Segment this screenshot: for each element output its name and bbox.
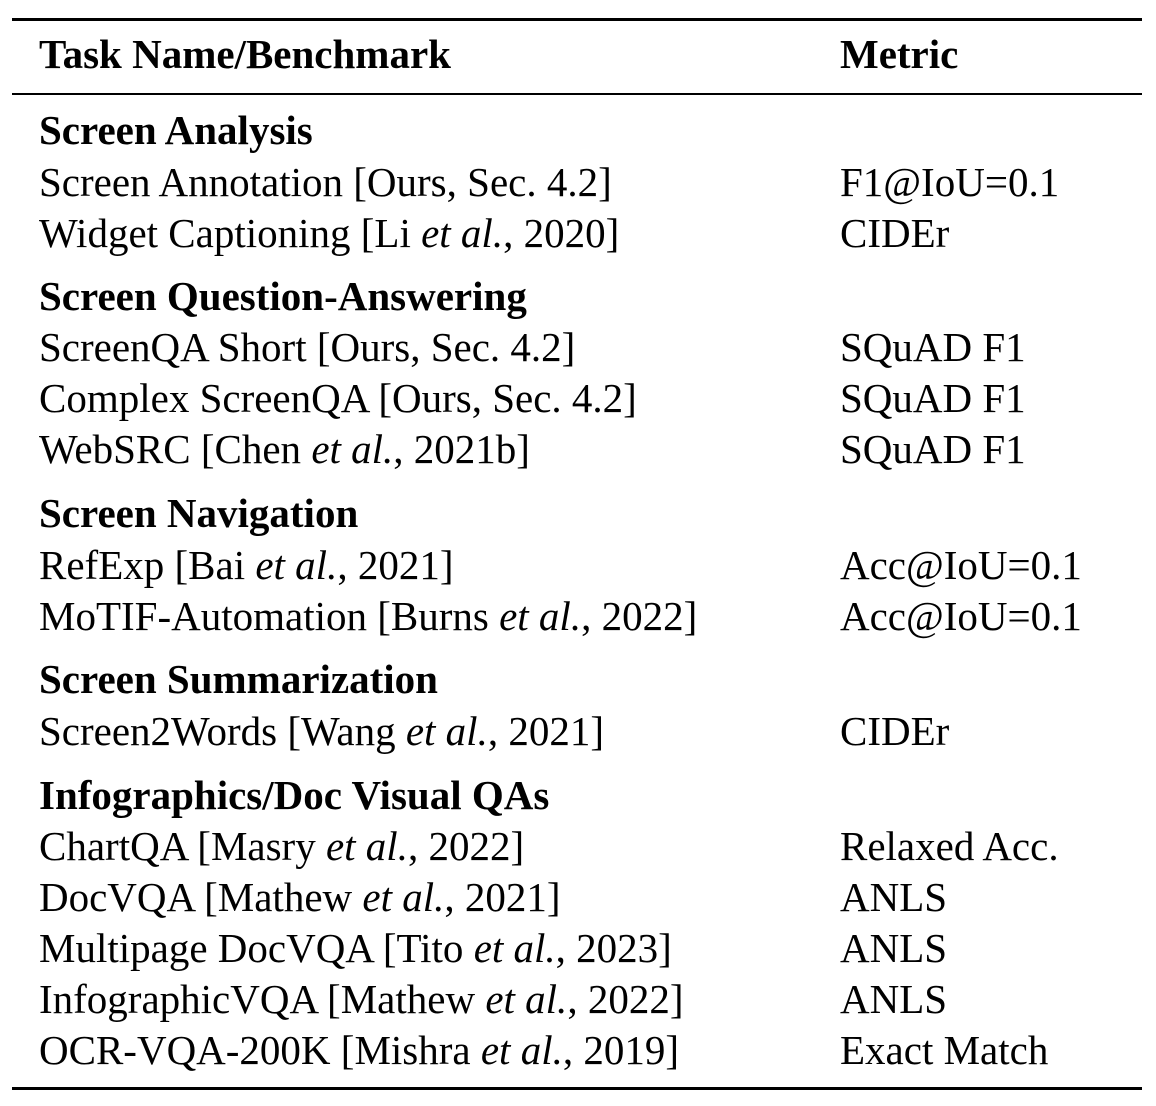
- section-title-row: Screen Analysis: [0, 104, 1156, 156]
- table-row: Screen2Words [Wang et al., 2021] CIDEr: [0, 705, 1156, 757]
- metric-cell: F1@IoU=0.1: [840, 159, 1060, 205]
- task-cell: Widget Captioning [Li et al., 2020]: [39, 210, 620, 256]
- metric-cell: CIDEr: [840, 210, 950, 256]
- task-cell: InfographicVQA [Mathew et al., 2022]: [39, 976, 684, 1022]
- task-cell: Complex ScreenQA [Ours, Sec. 4.2]: [39, 375, 637, 421]
- metric-cell: ANLS: [840, 925, 948, 971]
- table-row: RefExp [Bai et al., 2021] Acc@IoU=0.1: [0, 539, 1156, 591]
- task-cell: Screen2Words [Wang et al., 2021]: [39, 708, 604, 754]
- table-row: Widget Captioning [Li et al., 2020] CIDE…: [0, 207, 1156, 259]
- section-title-row: Screen Summarization: [0, 653, 1156, 705]
- section-title-row: Screen Question-Answering: [0, 270, 1156, 322]
- task-cell: RefExp [Bai et al., 2021]: [39, 542, 454, 588]
- table-row: Complex ScreenQA [Ours, Sec. 4.2] SQuAD …: [0, 372, 1156, 424]
- task-cell: ChartQA [Masry et al., 2022]: [39, 823, 525, 869]
- metric-cell: SQuAD F1: [840, 324, 1026, 370]
- metric-cell: CIDEr: [840, 708, 950, 754]
- task-cell: DocVQA [Mathew et al., 2021]: [39, 874, 561, 920]
- table-row: InfographicVQA [Mathew et al., 2022] ANL…: [0, 973, 1156, 1025]
- table-row: Screen Annotation [Ours, Sec. 4.2] F1@Io…: [0, 156, 1156, 208]
- section-title: Screen Question-Answering: [39, 273, 527, 319]
- table-top-rule: [12, 18, 1142, 21]
- metric-cell: ANLS: [840, 874, 948, 920]
- header-task: Task Name/Benchmark: [39, 31, 451, 77]
- table-row: OCR-VQA-200K [Mishra et al., 2019] Exact…: [0, 1024, 1156, 1076]
- metric-cell: Acc@IoU=0.1: [840, 542, 1082, 588]
- table-row: DocVQA [Mathew et al., 2021] ANLS: [0, 871, 1156, 923]
- section-title: Screen Analysis: [39, 107, 313, 153]
- task-cell: ScreenQA Short [Ours, Sec. 4.2]: [39, 324, 576, 370]
- metric-cell: Exact Match: [840, 1027, 1049, 1073]
- task-cell: WebSRC [Chen et al., 2021b]: [39, 426, 530, 472]
- header-rule: [12, 93, 1142, 95]
- metric-cell: Acc@IoU=0.1: [840, 593, 1082, 639]
- metric-cell: SQuAD F1: [840, 426, 1026, 472]
- task-cell: MoTIF-Automation [Burns et al., 2022]: [39, 593, 698, 639]
- table-row: ChartQA [Masry et al., 2022] Relaxed Acc…: [0, 820, 1156, 872]
- header-metric: Metric: [840, 31, 959, 77]
- task-cell: OCR-VQA-200K [Mishra et al., 2019]: [39, 1027, 679, 1073]
- table-row: ScreenQA Short [Ours, Sec. 4.2] SQuAD F1: [0, 321, 1156, 373]
- table-row: MoTIF-Automation [Burns et al., 2022] Ac…: [0, 590, 1156, 642]
- section-title-row: Screen Navigation: [0, 487, 1156, 539]
- table-row: Multipage DocVQA [Tito et al., 2023] ANL…: [0, 922, 1156, 974]
- metric-cell: SQuAD F1: [840, 375, 1026, 421]
- metric-cell: Relaxed Acc.: [840, 823, 1059, 869]
- section-title: Infographics/Doc Visual QAs: [39, 772, 550, 818]
- section-title: Screen Summarization: [39, 656, 438, 702]
- metric-cell: ANLS: [840, 976, 948, 1022]
- section-title: Screen Navigation: [39, 490, 359, 536]
- task-cell: Multipage DocVQA [Tito et al., 2023]: [39, 925, 672, 971]
- table-bottom-rule: [12, 1087, 1142, 1090]
- table-row: WebSRC [Chen et al., 2021b] SQuAD F1: [0, 423, 1156, 475]
- task-cell: Screen Annotation [Ours, Sec. 4.2]: [39, 159, 612, 205]
- table-header-row: Task Name/Benchmark Metric: [0, 28, 1156, 80]
- section-title-row: Infographics/Doc Visual QAs: [0, 769, 1156, 821]
